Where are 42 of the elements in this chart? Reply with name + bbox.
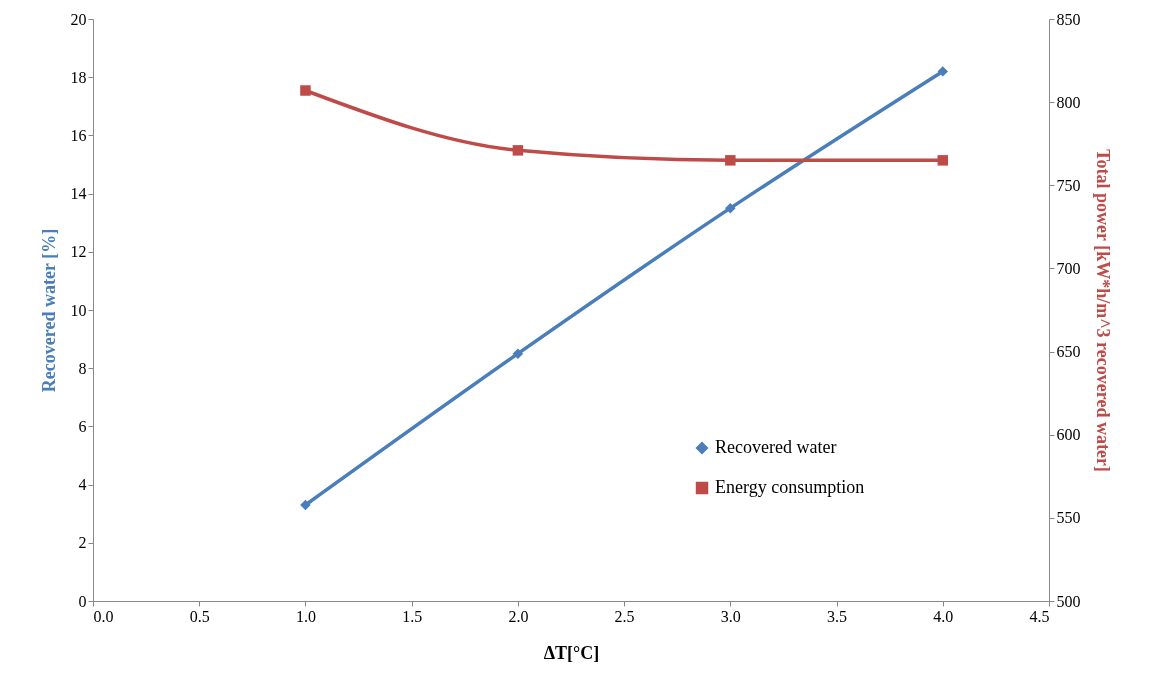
legend-label: Recovered water: [715, 437, 837, 457]
legend-label: Energy consumption: [715, 477, 865, 497]
y-tick-label: 0: [78, 592, 87, 610]
y2-tick-label: 750: [1056, 176, 1081, 194]
x-tick-label: 4.0: [933, 607, 954, 625]
point: [725, 202, 736, 214]
x-axis-title: ΔT[°C]: [543, 642, 600, 663]
y-tick-label: 14: [70, 185, 87, 203]
x-tick-label: 3.0: [720, 607, 741, 625]
point: [300, 85, 311, 96]
point: [937, 66, 949, 77]
point: [725, 155, 736, 166]
y-tick-label: 18: [70, 68, 87, 86]
y-tick-label: 20: [70, 10, 87, 28]
y-tick-label: 2: [78, 534, 87, 552]
point: [512, 348, 524, 359]
point: [512, 145, 524, 156]
x-tick-label: 1.5: [402, 607, 423, 625]
x-tick-label: 0.0: [93, 607, 114, 625]
point: [300, 499, 311, 511]
y-axis-title: Recovered water [%]: [38, 228, 59, 393]
y2-tick-label: 700: [1056, 259, 1081, 277]
y-tick-label: 8: [78, 359, 87, 377]
y-tick-label: 10: [70, 301, 87, 319]
x-tick-label: 0.5: [189, 607, 210, 625]
y2-axis-title: Total power [kW*h/m^3 recovered water]: [1092, 149, 1113, 472]
y-tick-label: 12: [70, 243, 87, 261]
y2-tick-label: 650: [1056, 343, 1081, 361]
y2-tick-label: 800: [1056, 93, 1081, 111]
y2-tick-label: 550: [1056, 509, 1081, 527]
y-tick-label: 16: [70, 126, 87, 144]
x-tick-label: 1.0: [295, 607, 316, 625]
x-tick-label: 2.0: [508, 607, 529, 625]
x-tick-label: 4.5: [1029, 607, 1050, 625]
x-tick-label: 2.5: [614, 607, 635, 625]
x-tick-label: 3.5: [827, 607, 848, 625]
y-tick-label: 6: [78, 417, 87, 435]
y2-tick-label: 600: [1056, 426, 1081, 444]
point: [937, 155, 949, 166]
y-tick-label: 4: [78, 476, 87, 494]
y2-tick-label: 850: [1056, 10, 1081, 28]
y2-tick-label: 500: [1056, 592, 1081, 610]
